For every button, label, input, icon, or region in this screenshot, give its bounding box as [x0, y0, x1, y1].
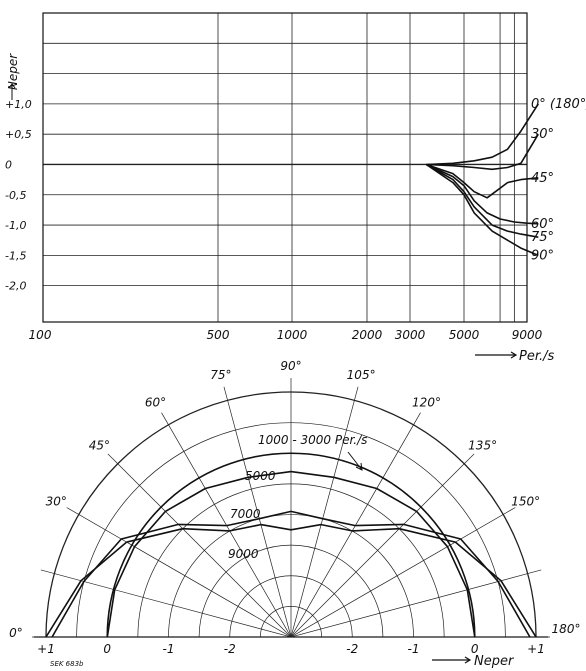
- x-tick-label: 100: [29, 328, 52, 342]
- polar-radial-tick-label: +1: [527, 642, 545, 656]
- x-tick-label: 500: [207, 328, 230, 342]
- polar-grid: [32, 378, 550, 638]
- y-tick-label: 0: [5, 158, 12, 171]
- series-label: 0° (180°): [531, 97, 586, 112]
- y-tick-label: -1,0: [5, 219, 26, 232]
- top-series-group: [425, 103, 539, 257]
- polar-spoke: [290, 386, 359, 638]
- polar-series-label: 7000: [230, 507, 261, 521]
- x-tick-label: 5000: [449, 328, 480, 342]
- polar-angle-labels: 0° 30° 45° 60° 75° 90° 105° 120° 135° 150° 180°: [9, 359, 580, 640]
- polar-radial-tick-label: -2: [224, 642, 236, 656]
- polar-angle-label: 30°: [46, 495, 67, 509]
- polar-series-label: 9000: [228, 547, 259, 561]
- polar-radial-tick-labels: +1 0 -1 -2 -2 -1 0 +1: [37, 642, 545, 656]
- polar-radial-tick-label: +1: [37, 642, 55, 656]
- y-tick-label: -1,5: [5, 249, 26, 262]
- y-tick-label: +0,5: [5, 128, 32, 141]
- top-frame: [42, 12, 528, 323]
- polar-radial-tick-label: -1: [408, 642, 420, 656]
- y-axis-arrow: [8, 83, 16, 100]
- polar-angle-label: 90°: [280, 359, 301, 373]
- top-grid: [43, 13, 528, 322]
- polar-angle-label: 150°: [511, 495, 540, 509]
- series-line: [426, 163, 539, 199]
- radial-axis-arrow: [432, 656, 472, 664]
- series-label-leader: [347, 451, 363, 471]
- series-line: [425, 163, 539, 225]
- polar-series-group: [45, 452, 537, 638]
- top-series-labels: 0° (180°) 30° 45° 60°75° 90°: [531, 97, 586, 263]
- polar-radial-tick-label: -2: [346, 642, 358, 656]
- polar-spoke: [290, 569, 542, 638]
- polar-series-line: [106, 470, 476, 638]
- y-tick-label: +1,0: [5, 98, 32, 111]
- polar-series-line: [106, 452, 476, 638]
- polar-response-chart: 0° 30° 45° 60° 75° 90° 105° 120° 135° 150° 180° +1…: [9, 359, 580, 669]
- polar-series-label: 5000: [245, 469, 276, 483]
- series-line: [426, 103, 539, 166]
- polar-angle-label: 180°: [552, 622, 581, 636]
- x-tick-label: 1000: [277, 328, 308, 342]
- series-line: [425, 163, 539, 257]
- polar-spoke: [223, 386, 292, 638]
- polar-angle-label: 45°: [89, 438, 110, 452]
- x-tick-label: 2000: [352, 328, 383, 342]
- series-line: [426, 133, 539, 171]
- polar-radial-tick-label: -1: [163, 642, 175, 656]
- radial-axis-label: Neper: [474, 654, 515, 669]
- polar-angle-label: 75°: [210, 368, 231, 382]
- series-label: 75°: [531, 230, 554, 245]
- polar-angle-label: 0°: [9, 626, 23, 640]
- figure-code: SEK 683b: [50, 660, 84, 668]
- y-tick-label: -0,5: [5, 189, 26, 202]
- top-x-tick-labels: 100 500 1000 2000 3000 5000 9000: [29, 328, 543, 342]
- series-label: 45°: [531, 171, 554, 186]
- series-label: 90°: [531, 248, 554, 263]
- series-label: 60°: [531, 217, 554, 232]
- polar-series-line: [45, 523, 537, 638]
- frequency-response-chart: +1,0 +0,5 0 -0,5 -1,0 -1,5 -2,0 100 500 1000 2000…: [5, 12, 586, 364]
- polar-spoke: [40, 569, 292, 638]
- polar-series-line: [51, 510, 531, 638]
- polar-spoke: [107, 453, 292, 638]
- x-axis-arrow: [475, 351, 518, 359]
- x-tick-label: 3000: [395, 328, 426, 342]
- polar-angle-label: 105°: [347, 368, 376, 382]
- series-label: 30°: [531, 127, 554, 142]
- polar-spoke: [290, 453, 475, 638]
- polar-angle-label: 60°: [145, 395, 166, 409]
- polar-spoke: [290, 507, 516, 638]
- y-tick-label: -2,0: [5, 280, 26, 293]
- y-axis-label: Neper: [6, 53, 20, 90]
- polar-series-labels: 1000 - 3000 Per./s 5000 7000 9000: [228, 433, 367, 561]
- x-tick-label: 9000: [512, 328, 543, 342]
- polar-angle-label: 135°: [468, 438, 497, 452]
- polar-radial-tick-label: 0: [103, 642, 111, 656]
- polar-spoke: [66, 507, 292, 638]
- polar-angle-label: 120°: [412, 395, 441, 409]
- series-line: [425, 163, 539, 238]
- plot-frame: [42, 12, 528, 323]
- top-y-tick-labels: +1,0 +0,5 0 -0,5 -1,0 -1,5 -2,0: [5, 98, 32, 293]
- polar-series-label: 1000 - 3000 Per./s: [258, 433, 367, 447]
- polar-radial-tick-label: 0: [471, 642, 479, 656]
- x-axis-label: Per./s: [519, 349, 555, 364]
